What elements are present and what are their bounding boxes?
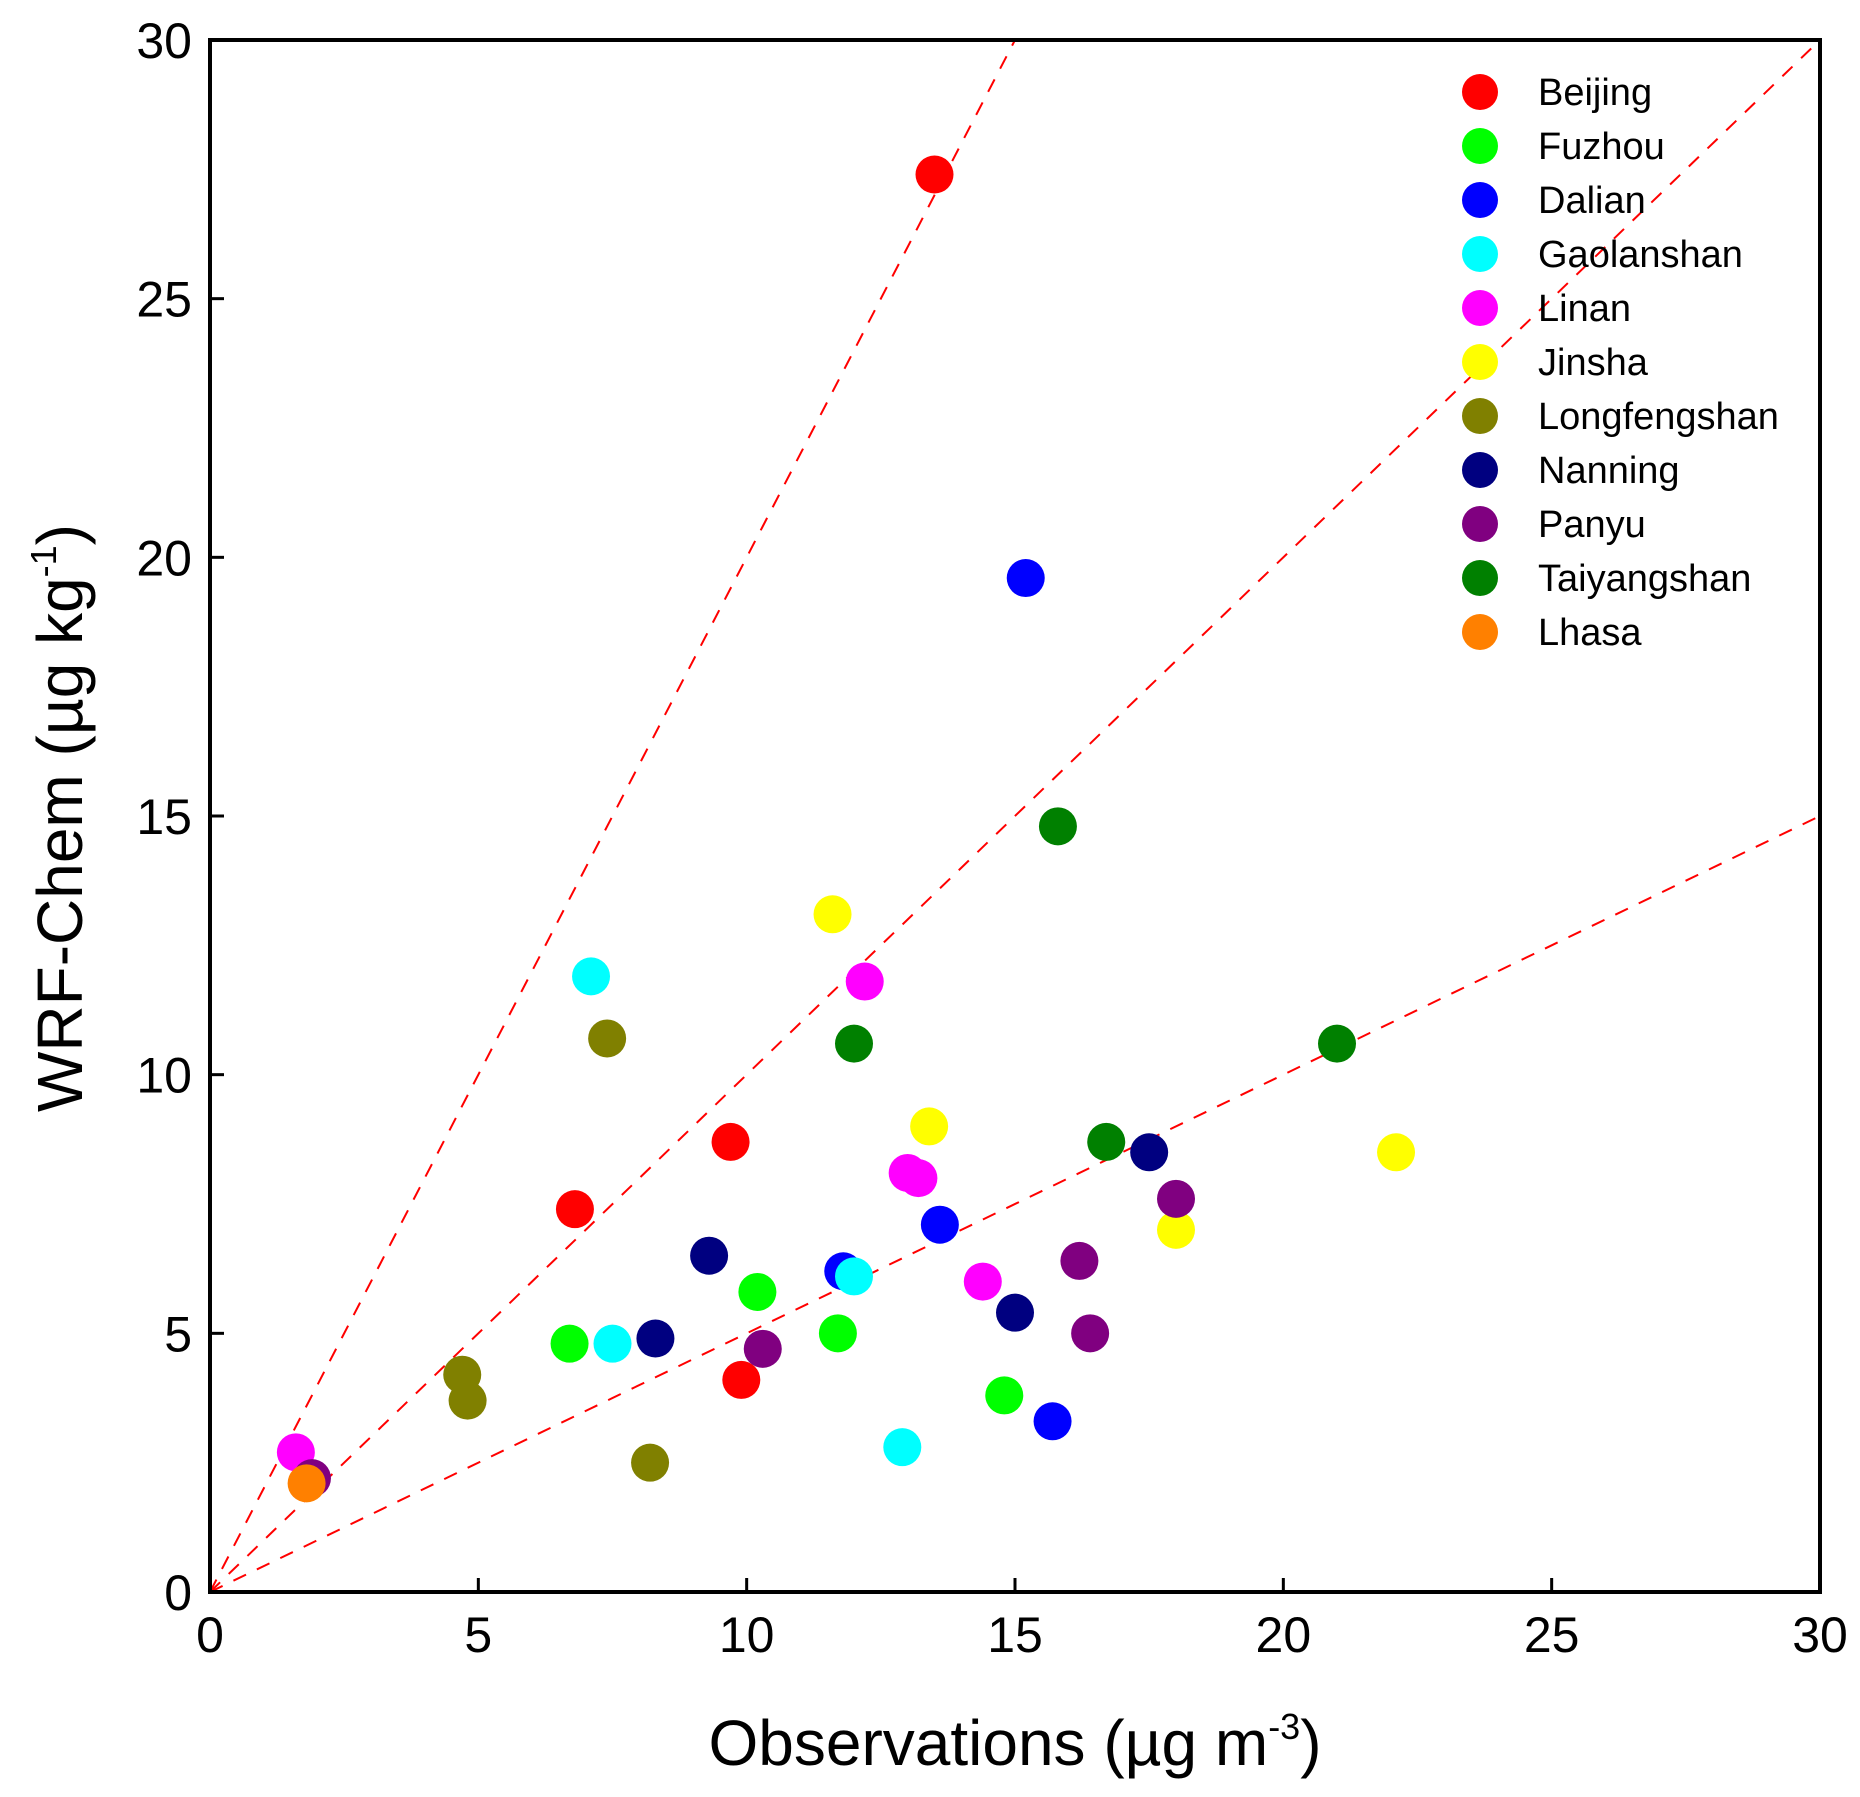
y-tick-label: 20	[136, 530, 192, 586]
point-lhasa	[287, 1464, 326, 1503]
legend-label-longfengshan: Longfengshan	[1538, 396, 1779, 438]
point-taiyangshan	[1318, 1024, 1356, 1063]
x-tick-label: 15	[987, 1607, 1043, 1663]
point-fuzhou	[550, 1324, 589, 1363]
legend: Beijing Fuzhou Dalian Gaolanshan Linan Jinsha…	[1462, 72, 1779, 654]
point-fuzhou	[738, 1272, 777, 1311]
y-tick-label: 10	[136, 1048, 192, 1104]
legend-marker-lhasa	[1462, 614, 1498, 650]
point-linan	[963, 1262, 1002, 1301]
legend-label-linan: Linan	[1538, 288, 1631, 330]
legend-marker-taiyangshan	[1462, 560, 1498, 596]
y-tick-label: 15	[136, 789, 192, 845]
point-beijing	[711, 1122, 750, 1161]
y-axis: 0 5 10 15 20 25 30	[136, 13, 224, 1621]
point-beijing	[555, 1190, 594, 1229]
data-points	[276, 155, 1416, 1503]
legend-label-taiyangshan: Taiyangshan	[1538, 558, 1751, 600]
legend-marker-longfengshan	[1462, 398, 1498, 434]
legend-marker-beijing	[1462, 74, 1498, 110]
legend-label-jinsha: Jinsha	[1538, 342, 1649, 384]
x-tick-label: 10	[719, 1607, 775, 1663]
point-jinsha	[910, 1107, 949, 1146]
point-linan	[899, 1159, 938, 1198]
point-gaolanshan	[572, 957, 611, 996]
x-axis-title-superscript: -3	[1268, 1706, 1300, 1747]
x-axis-title: Observations (µg m-3)	[708, 1706, 1321, 1779]
y-tick-label: 25	[136, 272, 192, 328]
legend-label-dalian: Dalian	[1538, 180, 1646, 222]
point-nanning	[690, 1236, 729, 1275]
point-linan	[845, 962, 884, 1001]
legend-label-panyu: Panyu	[1538, 504, 1646, 546]
legend-label-nanning: Nanning	[1538, 450, 1680, 492]
reference-lines	[210, 40, 1820, 1592]
point-fuzhou	[818, 1314, 857, 1353]
point-dalian	[1006, 559, 1045, 598]
point-gaolanshan	[883, 1428, 922, 1467]
point-panyu	[1060, 1241, 1099, 1280]
x-tick-label: 25	[1524, 1607, 1580, 1663]
reference-line-1-to-2	[210, 815, 1820, 1592]
x-tick-label: 20	[1256, 1607, 1312, 1663]
y-tick-label: 0	[164, 1565, 192, 1621]
legend-marker-dalian	[1462, 182, 1498, 218]
legend-label-beijing: Beijing	[1538, 72, 1652, 114]
legend-marker-linan	[1462, 290, 1498, 326]
y-axis-title-superscript: -1	[23, 545, 64, 577]
point-jinsha	[813, 895, 852, 934]
legend-marker-panyu	[1462, 506, 1498, 542]
y-tick-label: 5	[164, 1306, 192, 1362]
point-longfengshan	[631, 1443, 670, 1482]
legend-marker-jinsha	[1462, 344, 1498, 380]
legend-marker-fuzhou	[1462, 128, 1498, 164]
point-nanning	[996, 1293, 1034, 1332]
x-tick-label: 5	[464, 1607, 492, 1663]
point-gaolanshan	[593, 1324, 632, 1363]
legend-label-gaolanshan: Gaolanshan	[1538, 234, 1743, 276]
x-tick-label: 30	[1792, 1607, 1848, 1663]
point-beijing	[722, 1360, 761, 1399]
point-longfengshan	[588, 1019, 627, 1058]
point-dalian	[1033, 1402, 1072, 1441]
point-dalian	[920, 1205, 959, 1244]
x-tick-label: 0	[196, 1607, 224, 1663]
point-gaolanshan	[835, 1257, 873, 1296]
point-fuzhou	[985, 1376, 1024, 1415]
y-tick-label: 30	[136, 13, 192, 69]
point-taiyangshan	[835, 1024, 873, 1063]
point-jinsha	[1377, 1133, 1416, 1172]
point-panyu	[743, 1329, 782, 1368]
point-nanning	[1130, 1133, 1169, 1172]
point-taiyangshan	[1087, 1122, 1126, 1161]
reference-line-1-to-1	[210, 40, 1820, 1592]
point-beijing	[915, 155, 954, 194]
point-taiyangshan	[1038, 807, 1077, 846]
point-jinsha	[1157, 1210, 1195, 1249]
point-nanning	[636, 1319, 675, 1358]
legend-marker-nanning	[1462, 452, 1498, 488]
y-axis-title: WRF-Chem (µg kg-1)	[23, 524, 96, 1112]
point-longfengshan	[448, 1381, 487, 1420]
point-panyu	[1157, 1179, 1195, 1218]
legend-label-fuzhou: Fuzhou	[1538, 126, 1665, 168]
reference-line-2-to-1	[210, 40, 1016, 1592]
legend-label-lhasa: Lhasa	[1538, 612, 1642, 654]
x-axis: 0 5 10 15 20 25 30	[196, 1578, 1848, 1663]
point-panyu	[1071, 1314, 1110, 1353]
legend-marker-gaolanshan	[1462, 236, 1498, 272]
